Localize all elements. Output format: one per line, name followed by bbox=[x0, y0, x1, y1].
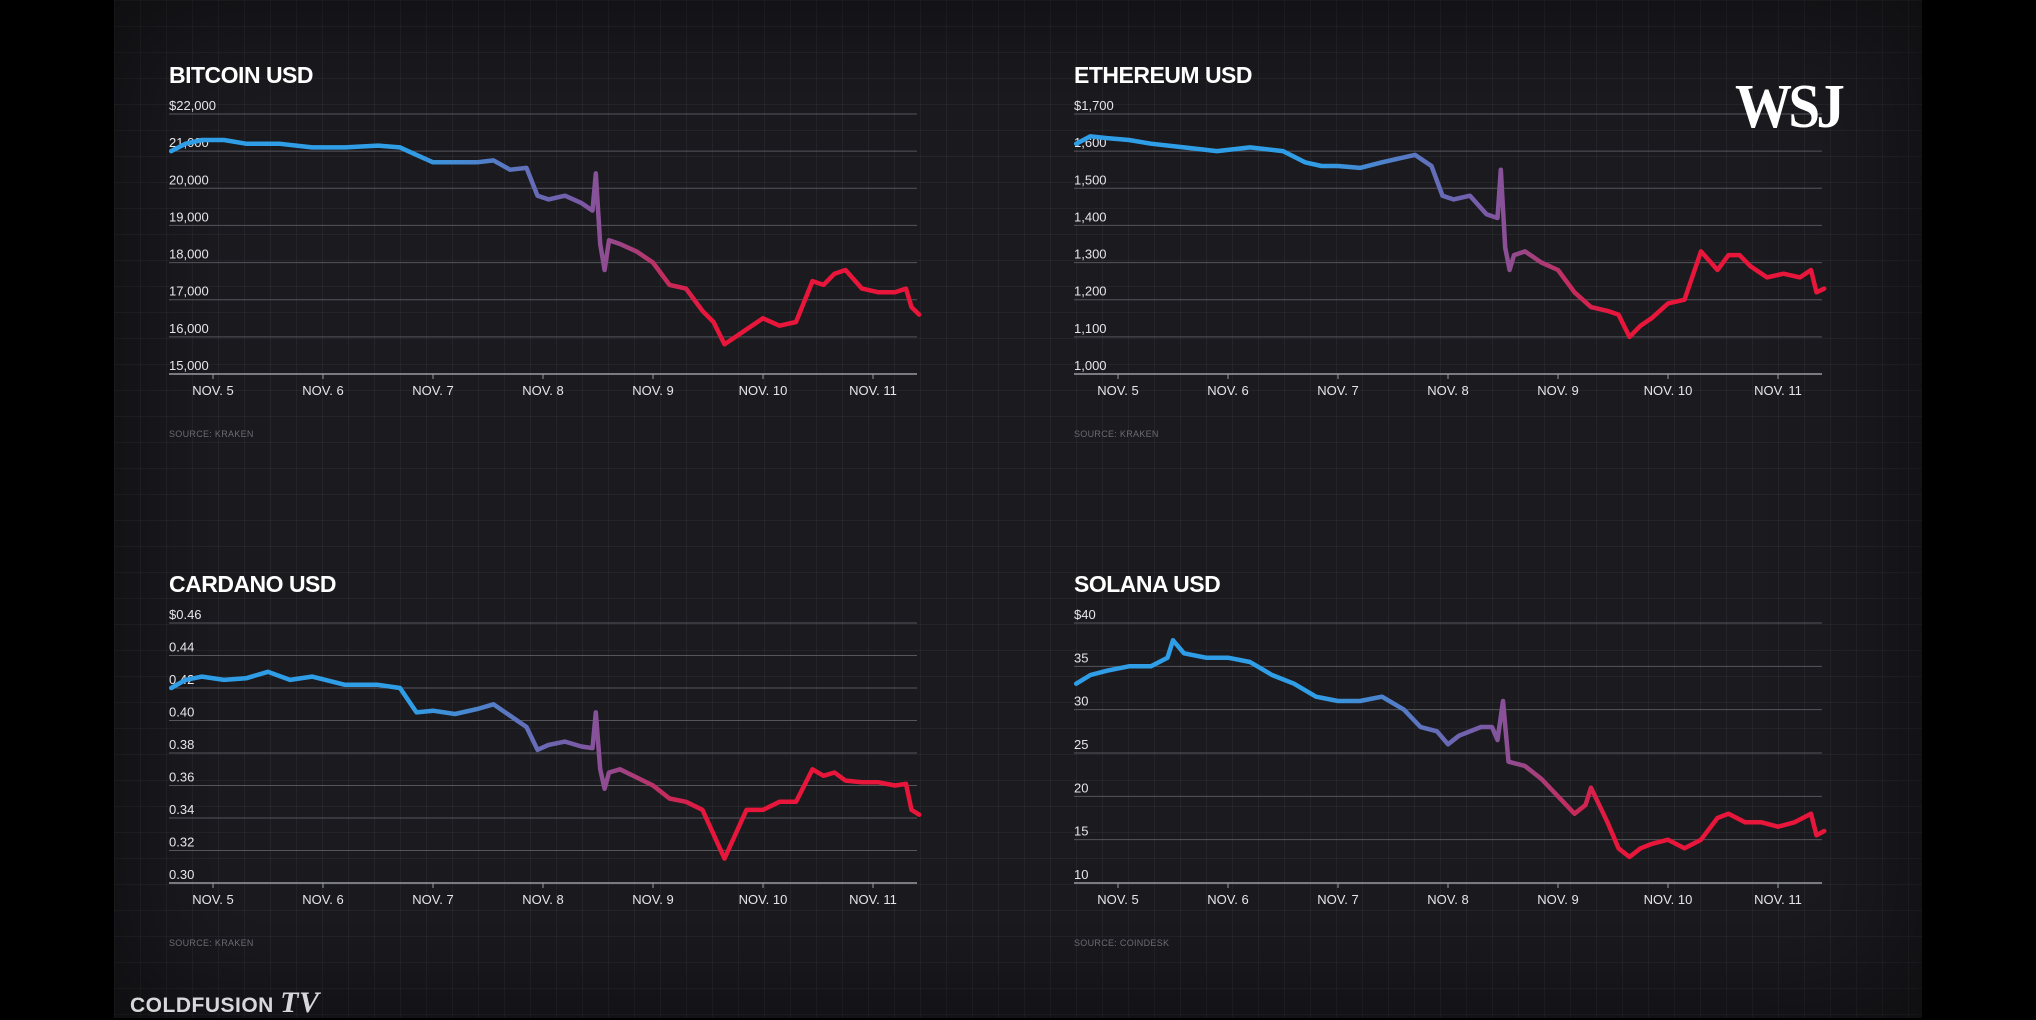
y-tick-label: 20,000 bbox=[169, 172, 209, 187]
x-tick-label: NOV. 7 bbox=[1317, 892, 1358, 907]
chart-source: SOURCE: KRAKEN bbox=[169, 429, 254, 439]
x-tick-label: NOV. 11 bbox=[849, 383, 897, 398]
chart-source: SOURCE: COINDESK bbox=[1074, 938, 1170, 948]
y-tick-label: 35 bbox=[1074, 650, 1088, 665]
x-tick-label: NOV. 8 bbox=[522, 892, 563, 907]
price-line bbox=[168, 669, 922, 861]
y-tick-label: 0.36 bbox=[169, 770, 194, 785]
y-tick-label: 1,500 bbox=[1074, 172, 1107, 187]
x-tick-label: NOV. 10 bbox=[739, 892, 788, 907]
price-line bbox=[1073, 638, 1827, 860]
x-tick-label: NOV. 6 bbox=[302, 892, 343, 907]
x-tick-label: NOV. 11 bbox=[1754, 383, 1802, 398]
y-tick-label: 19,000 bbox=[169, 209, 209, 224]
y-tick-label: 1,200 bbox=[1074, 284, 1107, 299]
chart-source: SOURCE: KRAKEN bbox=[169, 938, 254, 948]
y-tick-label: 0.38 bbox=[169, 737, 194, 752]
x-tick-label: NOV. 11 bbox=[849, 892, 897, 907]
y-tick-label: 10 bbox=[1074, 867, 1088, 882]
video-frame: BITCOIN USD $22,000 21,000 20,000 19,000 18,… bbox=[114, 0, 1922, 1018]
y-tick-label: 18,000 bbox=[169, 247, 209, 262]
x-tick-label: NOV. 8 bbox=[1427, 892, 1468, 907]
x-tick-label: NOV. 5 bbox=[1097, 892, 1138, 907]
chart-title: SOLANA USD bbox=[1074, 571, 1221, 597]
x-tick-label: NOV. 8 bbox=[1427, 383, 1468, 398]
y-tick-label: $22,000 bbox=[169, 98, 216, 113]
y-tick-label: 0.30 bbox=[169, 867, 194, 882]
chart-ethereum: ETHEREUM USD $1,700 1,600 1,500 1,400 1,300 1… bbox=[1073, 62, 1834, 462]
x-tick-label: NOV. 10 bbox=[1644, 383, 1693, 398]
chart-cardano: CARDANO USD $0.46 0.44 0.42 0.40 0.38 0.36 0.3… bbox=[168, 571, 929, 971]
y-tick-label: 1,000 bbox=[1074, 358, 1107, 373]
y-tick-label: 15,000 bbox=[169, 358, 209, 373]
x-tick-label: NOV. 6 bbox=[1207, 383, 1248, 398]
coldfusion-logo: COLDFUSION TV bbox=[130, 986, 320, 1020]
x-tick-label: NOV. 5 bbox=[192, 892, 233, 907]
chart-bitcoin: BITCOIN USD $22,000 21,000 20,000 19,000 18,… bbox=[168, 62, 929, 462]
wsj-logo: WSJ bbox=[1735, 73, 1845, 141]
coldfusion-tv-mark: TV bbox=[280, 986, 320, 1019]
chart-plot-bitcoin: $22,00021,00020,00019,00018,00017,00016,… bbox=[168, 98, 922, 398]
price-line bbox=[168, 137, 922, 347]
x-tick-label: NOV. 6 bbox=[1207, 892, 1248, 907]
y-tick-label: $1,700 bbox=[1074, 98, 1114, 113]
x-tick-label: NOV. 9 bbox=[1537, 892, 1578, 907]
y-tick-label: 0.44 bbox=[169, 640, 194, 655]
x-tick-label: NOV. 5 bbox=[192, 383, 233, 398]
y-tick-label: 0.34 bbox=[169, 802, 194, 817]
y-tick-label: 1,400 bbox=[1074, 209, 1107, 224]
coldfusion-wordmark: COLDFUSION bbox=[130, 994, 274, 1017]
x-tick-label: NOV. 9 bbox=[632, 892, 673, 907]
x-tick-label: NOV. 7 bbox=[412, 892, 453, 907]
chart-title: ETHEREUM USD bbox=[1074, 62, 1253, 88]
x-tick-label: NOV. 5 bbox=[1097, 383, 1138, 398]
chart-plot-solana: $40 35 30 25 20 15 10 NOV. 5 NOV. 6 NOV. 7 NOV. 8 N… bbox=[1073, 607, 1827, 907]
chart-source: SOURCE: KRAKEN bbox=[1074, 429, 1159, 439]
y-tick-label: 1,300 bbox=[1074, 247, 1107, 262]
x-tick-label: NOV. 10 bbox=[739, 383, 788, 398]
chart-plot-ethereum: $1,7001,6001,5001,4001,3001,2001,1001,00… bbox=[1073, 98, 1827, 398]
x-tick-label: NOV. 11 bbox=[1754, 892, 1802, 907]
y-tick-label: 30 bbox=[1074, 694, 1088, 709]
y-tick-label: 0.40 bbox=[169, 705, 194, 720]
price-line bbox=[1073, 134, 1827, 340]
y-tick-label: 17,000 bbox=[169, 284, 209, 299]
chart-plot-cardano: $0.460.440.420.400.380.360.340.320.30NOV… bbox=[168, 607, 922, 907]
y-tick-label: 20 bbox=[1074, 780, 1088, 795]
chart-solana: SOLANA USD $40 35 30 25 20 15 10 NOV. 5 NOV. 6 NO… bbox=[1073, 571, 1834, 971]
y-tick-label: 0.32 bbox=[169, 835, 194, 850]
y-tick-label: $0.46 bbox=[169, 607, 202, 622]
x-tick-label: NOV. 8 bbox=[522, 383, 563, 398]
chart-title: BITCOIN USD bbox=[169, 62, 314, 88]
y-tick-label: 25 bbox=[1074, 737, 1088, 752]
x-tick-label: NOV. 6 bbox=[302, 383, 343, 398]
x-tick-label: NOV. 10 bbox=[1644, 892, 1693, 907]
x-tick-label: NOV. 9 bbox=[1537, 383, 1578, 398]
x-tick-label: NOV. 7 bbox=[1317, 383, 1358, 398]
y-tick-label: 1,100 bbox=[1074, 321, 1107, 336]
y-tick-label: 16,000 bbox=[169, 321, 209, 336]
x-tick-label: NOV. 9 bbox=[632, 383, 673, 398]
y-tick-label: 15 bbox=[1074, 824, 1088, 839]
x-tick-label: NOV. 7 bbox=[412, 383, 453, 398]
y-tick-label: $40 bbox=[1074, 607, 1096, 622]
chart-title: CARDANO USD bbox=[169, 571, 337, 597]
